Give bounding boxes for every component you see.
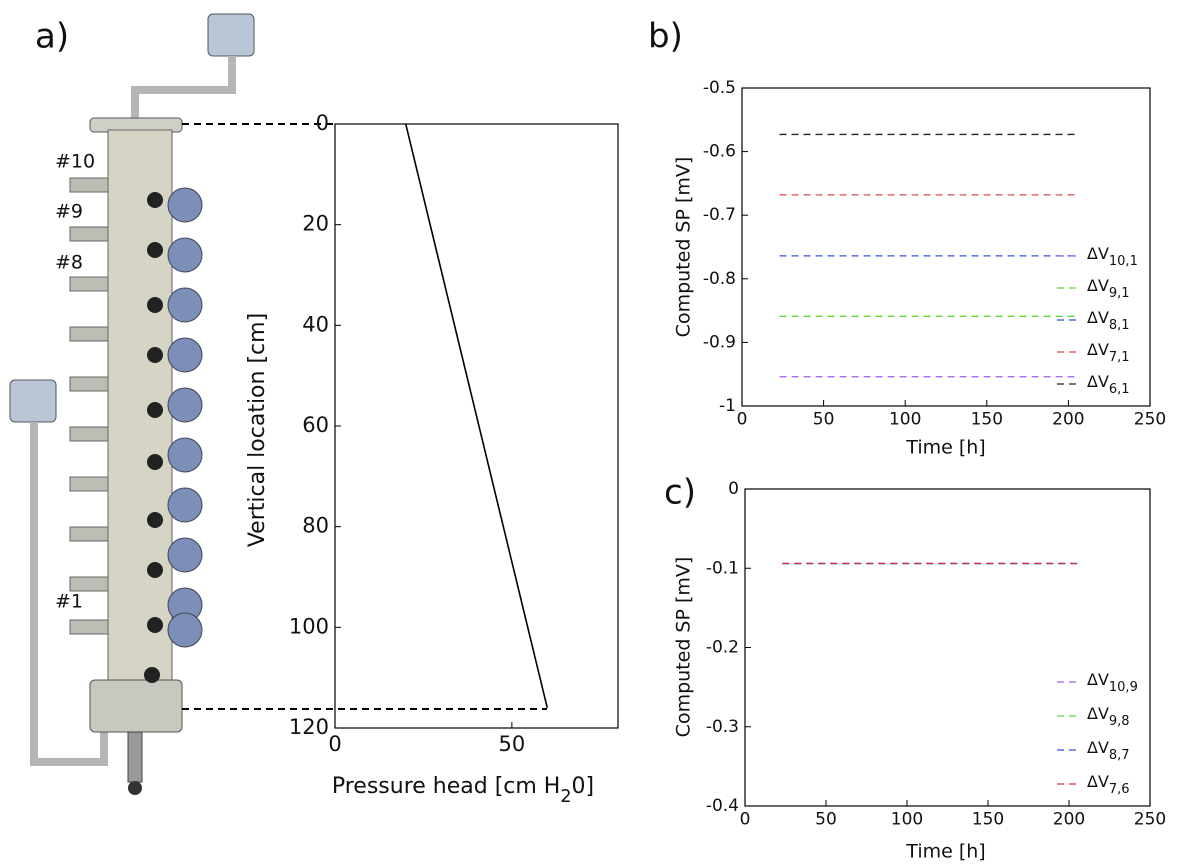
legend-name: ΔV: [1087, 704, 1109, 723]
legend-label: ΔV9,8: [1087, 704, 1130, 729]
tube: [30, 422, 108, 766]
y-axis-label: Vertical location [cm]: [245, 313, 270, 547]
legend-label: ΔV8,1: [1087, 308, 1130, 333]
legend-label: ΔV10,9: [1087, 670, 1138, 695]
legend-name: ΔV: [1087, 372, 1109, 391]
x-tick-label: 100: [889, 410, 921, 430]
y-tick-label: -0.1: [706, 558, 739, 578]
legend-name: ΔV: [1087, 340, 1109, 359]
x-tick-label: 150: [971, 410, 1003, 430]
y-tick-label: -0.6: [703, 142, 736, 162]
legend-label: ΔV7,1: [1087, 340, 1130, 365]
x-tick-label: 200: [1053, 810, 1085, 830]
x-tick-label: 250: [1134, 410, 1166, 430]
plot-frame: [741, 87, 1151, 407]
y-tick-label: -1: [719, 396, 736, 416]
x-tick-label: 50: [815, 810, 837, 830]
legend-name: ΔV: [1087, 244, 1109, 263]
y-tick-label: -0.9: [703, 332, 736, 352]
y-tick-label: 60: [302, 413, 329, 437]
valve-knob: [128, 781, 142, 795]
legend-sub: 10,9: [1109, 680, 1138, 695]
legend-sub: 7,1: [1109, 350, 1130, 365]
tube: [131, 56, 236, 120]
y-tick-label: 100: [289, 614, 329, 638]
x-tick-label: 0: [328, 732, 341, 756]
legend-sub: 6,1: [1109, 382, 1130, 397]
y-axis-label: Computed SP [mV]: [673, 157, 695, 338]
y-tick-label: -0.3: [706, 717, 739, 737]
reservoir: [207, 13, 255, 57]
profile-line: [404, 123, 549, 709]
y-tick-label: 0: [728, 479, 739, 499]
ports: [69, 177, 109, 635]
panel-label: c): [664, 473, 696, 513]
x-axis-label-tail: 0]: [572, 774, 595, 799]
legend-name: ΔV: [1087, 738, 1109, 757]
base: [89, 679, 183, 733]
legend-sub: 9,1: [1109, 286, 1130, 301]
legend-name: ΔV: [1087, 276, 1109, 295]
valve: [127, 731, 143, 783]
legend-label: ΔV9,1: [1087, 276, 1130, 301]
port-label: #9: [55, 201, 83, 223]
x-tick-label: 250: [1134, 810, 1166, 830]
x-axis-label: Time [h]: [905, 841, 985, 863]
y-tick-label: 120: [289, 715, 329, 739]
y-tick-label: -0.2: [706, 638, 739, 658]
legend-label: ΔV7,6: [1087, 772, 1130, 797]
reservoir: [9, 379, 57, 423]
y-tick-label: 0: [316, 111, 329, 135]
x-tick-label: 0: [740, 810, 751, 830]
column-diagram: #10 #9 #8 #1: [9, 13, 547, 795]
y-tick-label: -0.7: [703, 205, 736, 225]
legend-label: ΔV6,1: [1087, 372, 1130, 397]
port-label: #10: [55, 151, 95, 173]
legend-label: ΔV10,1: [1087, 244, 1138, 269]
legend-sub: 10,1: [1109, 254, 1138, 269]
port-label: #8: [55, 252, 83, 274]
legend-name: ΔV: [1087, 772, 1109, 791]
legend-sub: 9,8: [1109, 714, 1130, 729]
y-tick-label: -0.5: [703, 78, 736, 98]
x-tick-label: 150: [972, 810, 1004, 830]
x-tick-label: 200: [1052, 410, 1084, 430]
x-tick-label: 100: [891, 810, 923, 830]
x-tick-label: 50: [813, 410, 835, 430]
legend-label: ΔV8,7: [1087, 738, 1130, 763]
x-axis-label: Time [h]: [905, 437, 985, 459]
legend-name: ΔV: [1087, 670, 1109, 689]
legend-name: ΔV: [1087, 308, 1109, 327]
sensors: [144, 187, 203, 683]
plot-frame: [744, 488, 1151, 807]
legend-sub: 8,7: [1109, 748, 1130, 763]
panel-label: a): [35, 17, 69, 57]
y-tick-label: 80: [302, 514, 329, 538]
x-axis-label-text: Pressure head [cm H: [332, 774, 561, 799]
x-axis-label: Pressure head [cm H20]: [332, 774, 594, 807]
y-tick-label: -0.4: [706, 796, 739, 816]
legend-sub: 8,1: [1109, 318, 1130, 333]
x-axis-label-sub: 2: [560, 787, 571, 807]
x-tick-label: 50: [499, 732, 526, 756]
panel-label: b): [648, 17, 683, 57]
y-tick-label: -0.8: [703, 269, 736, 289]
plot-frame: [334, 123, 619, 729]
x-tick-label: 0: [737, 410, 748, 430]
y-tick-label: 40: [302, 312, 329, 336]
y-tick-label: 20: [302, 212, 329, 236]
y-axis-label: Computed SP [mV]: [673, 557, 695, 738]
port-label: #1: [55, 591, 83, 613]
legend-sub: 7,6: [1109, 782, 1130, 797]
